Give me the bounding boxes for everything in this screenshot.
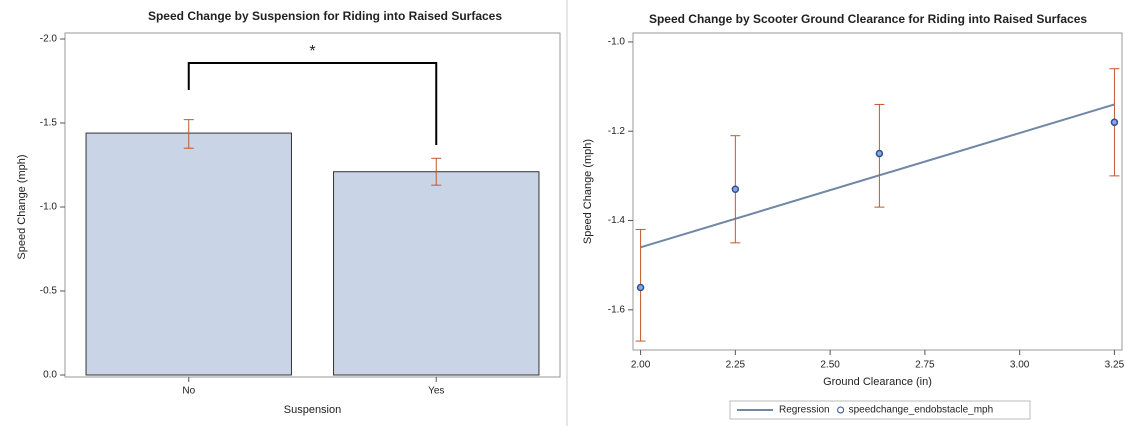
y-axis-label: Speed Change (mph) xyxy=(582,139,594,244)
point xyxy=(875,149,884,158)
annotation: * xyxy=(309,43,315,60)
y-tick-label: 0.0 xyxy=(43,370,57,381)
legend-frame xyxy=(729,400,1031,420)
point xyxy=(731,185,740,194)
y-tick-label: -1.0 xyxy=(40,202,58,213)
x-tick-label: 3.00 xyxy=(1010,360,1030,371)
y-tick-label: -1.2 xyxy=(608,126,626,137)
legend-swatch xyxy=(837,406,845,414)
legend-label: speedchange_endobstacle_mph xyxy=(849,405,994,416)
y-tick-label: -0.5 xyxy=(40,286,58,297)
y-tick-label: -1.6 xyxy=(608,304,626,315)
x-axis-label: Ground Clearance (in) xyxy=(823,376,932,388)
bar xyxy=(85,132,292,376)
x-tick-label: 2.75 xyxy=(915,360,935,371)
y-tick-label: -1.5 xyxy=(40,118,58,129)
x-tick-label: Yes xyxy=(428,386,444,397)
point xyxy=(636,283,645,292)
x-tick-label: 2.50 xyxy=(820,360,840,371)
x-tick-label: No xyxy=(182,386,195,397)
x-axis-label: Suspension xyxy=(284,404,342,416)
x-tick-label: 2.00 xyxy=(631,360,651,371)
y-tick-label: -2.0 xyxy=(40,34,58,45)
chart-title: Speed Change by Scooter Ground Clearance… xyxy=(649,12,1087,26)
y-axis-label: Speed Change (mph) xyxy=(16,154,28,259)
x-tick-label: 2.25 xyxy=(726,360,746,371)
point xyxy=(1110,118,1119,127)
plot-frame xyxy=(64,32,561,378)
significance-bracket xyxy=(187,62,438,145)
plot-frame xyxy=(632,32,1123,351)
y-tick-label: -1.4 xyxy=(608,215,626,226)
y-tick-label: -1.0 xyxy=(608,37,626,48)
regression-line xyxy=(640,103,1115,249)
legend-label: Regression xyxy=(779,405,830,416)
chart-title: Speed Change by Suspension for Riding in… xyxy=(148,9,502,23)
bar xyxy=(333,171,540,376)
x-tick-label: 3.25 xyxy=(1105,360,1125,371)
